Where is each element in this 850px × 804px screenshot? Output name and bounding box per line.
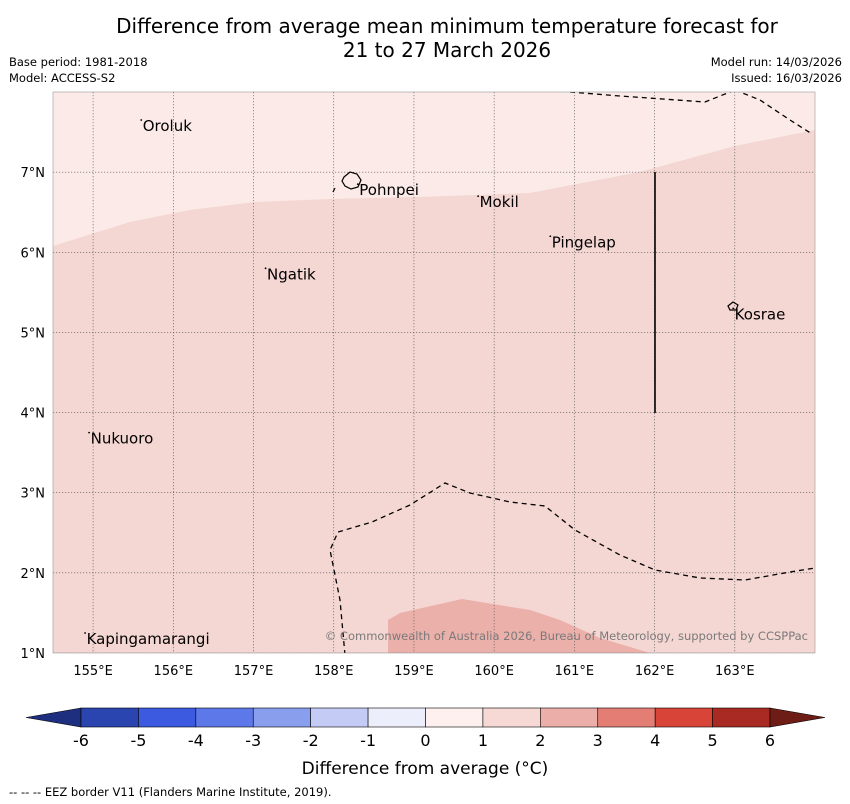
lat-tick-label: 1°N bbox=[21, 647, 46, 662]
eez-border-north bbox=[569, 92, 732, 103]
place-marker bbox=[549, 235, 552, 238]
anomaly-region-1-to-2 bbox=[53, 130, 815, 653]
island-outlines bbox=[332, 171, 739, 311]
place-label-pingelap: Pingelap bbox=[552, 233, 616, 251]
lon-tick-label: 156°E bbox=[154, 664, 194, 679]
place-marker bbox=[732, 307, 735, 310]
colorbar-tick-label: 4 bbox=[650, 731, 660, 750]
longitude-ticks: 155°E 156°E 157°E 158°E 159°E 160°E 161°E 162°E… bbox=[73, 664, 754, 679]
colorbar-segment bbox=[425, 707, 484, 728]
place-label-kapingamarangi: Kapingamarangi bbox=[87, 630, 210, 648]
base-period-text: Base period: 1981-2018 bbox=[9, 55, 148, 69]
place-marker bbox=[140, 119, 143, 121]
colorbar-tick-label: 5 bbox=[707, 731, 717, 750]
colorbar-segment bbox=[138, 707, 197, 728]
colorbar-segment bbox=[195, 707, 254, 728]
eez-border-northeast bbox=[738, 92, 813, 135]
colorbar: -6 -5 -4 -3 -2 -1 0 1 2 3 4 5 6 bbox=[25, 707, 826, 750]
colorbar-segment bbox=[367, 707, 426, 728]
pohnpei-outline bbox=[341, 171, 362, 190]
lon-tick-label: 160°E bbox=[474, 664, 514, 679]
place-marker bbox=[88, 431, 90, 434]
eez-border-south bbox=[329, 482, 815, 653]
colorbar-segment bbox=[654, 707, 713, 728]
colorbar-tick-label: -3 bbox=[245, 731, 261, 750]
lat-tick-label: 5°N bbox=[21, 326, 46, 341]
lon-tick-label: 163°E bbox=[715, 664, 755, 679]
colorbar-segment bbox=[482, 707, 541, 728]
colorbar-title: Difference from average (°C) bbox=[302, 759, 549, 779]
colorbar-tick-label: 6 bbox=[765, 731, 775, 750]
colorbar-segment bbox=[540, 707, 599, 728]
colorbar-tick-label: 2 bbox=[535, 731, 545, 750]
map-plot-area: Oroluk Pohnpei Mokil Pingelap Ngatik Kosrae Nu… bbox=[53, 92, 815, 653]
place-marker bbox=[264, 267, 267, 270]
colorbar-tick-label: 1 bbox=[478, 731, 488, 750]
colorbar-segment bbox=[597, 707, 656, 728]
lon-tick-label: 158°E bbox=[314, 664, 354, 679]
pohnpei-islet bbox=[332, 187, 336, 193]
place-marker bbox=[477, 195, 480, 198]
place-label-ngatik: Ngatik bbox=[267, 265, 316, 283]
colorbar-segment bbox=[310, 707, 369, 728]
colorbar-segment bbox=[252, 707, 311, 728]
eez-borders bbox=[329, 92, 815, 653]
lon-tick-label: 161°E bbox=[555, 664, 595, 679]
lat-tick-label: 2°N bbox=[21, 567, 46, 582]
place-label-mokil: Mokil bbox=[480, 193, 519, 211]
map-frame bbox=[52, 91, 816, 654]
eez-footnote: -- -- -- EEZ border V11 (Flanders Marine… bbox=[9, 785, 332, 799]
latitude-ticks: 7°N 6°N 5°N 4°N 3°N 2°N 1°N bbox=[21, 166, 46, 662]
place-marker bbox=[356, 183, 359, 186]
place-label-nukuoro: Nukuoro bbox=[91, 430, 154, 448]
colorbar-tick-label: -5 bbox=[130, 731, 146, 750]
map-title-line1: Difference from average mean minimum tem… bbox=[116, 14, 778, 38]
colorbar-tick-label: 3 bbox=[593, 731, 603, 750]
map-title-line2: 21 to 27 March 2026 bbox=[342, 38, 552, 62]
lon-tick-label: 162°E bbox=[635, 664, 675, 679]
kosrae-outline bbox=[727, 301, 739, 311]
place-label-pohnpei: Pohnpei bbox=[359, 181, 419, 199]
issued-text: Issued: 16/03/2026 bbox=[731, 71, 842, 85]
place-label-oroluk: Oroluk bbox=[143, 117, 192, 135]
colorbar-segment bbox=[712, 707, 771, 728]
lon-tick-label: 155°E bbox=[73, 664, 113, 679]
place-label-kosrae: Kosrae bbox=[735, 305, 786, 323]
lat-tick-label: 3°N bbox=[21, 487, 46, 502]
lat-tick-label: 6°N bbox=[21, 246, 46, 261]
colorbar-extend-low bbox=[25, 707, 82, 728]
colorbar-tick-label: -2 bbox=[303, 731, 319, 750]
lat-tick-label: 7°N bbox=[21, 166, 46, 181]
colorbar-segment bbox=[80, 707, 139, 728]
model-text: Model: ACCESS-S2 bbox=[9, 71, 116, 85]
lat-tick-label: 4°N bbox=[21, 407, 46, 422]
lon-tick-label: 157°E bbox=[234, 664, 274, 679]
colorbar-extend-high bbox=[769, 707, 826, 728]
colorbar-tick-label: -1 bbox=[360, 731, 376, 750]
copyright-notice: © Commonwealth of Australia 2026, Bureau… bbox=[325, 629, 808, 643]
colorbar-tick-label: -4 bbox=[188, 731, 204, 750]
model-run-text: Model run: 14/03/2026 bbox=[710, 55, 842, 69]
colorbar-tick-label: 0 bbox=[420, 731, 430, 750]
colorbar-tick-label: -6 bbox=[73, 731, 89, 750]
place-marker bbox=[84, 632, 86, 634]
place-labels: Oroluk Pohnpei Mokil Pingelap Ngatik Kosrae Nu… bbox=[84, 117, 785, 648]
lon-tick-label: 159°E bbox=[394, 664, 434, 679]
anomaly-region-2-to-3 bbox=[388, 599, 650, 653]
